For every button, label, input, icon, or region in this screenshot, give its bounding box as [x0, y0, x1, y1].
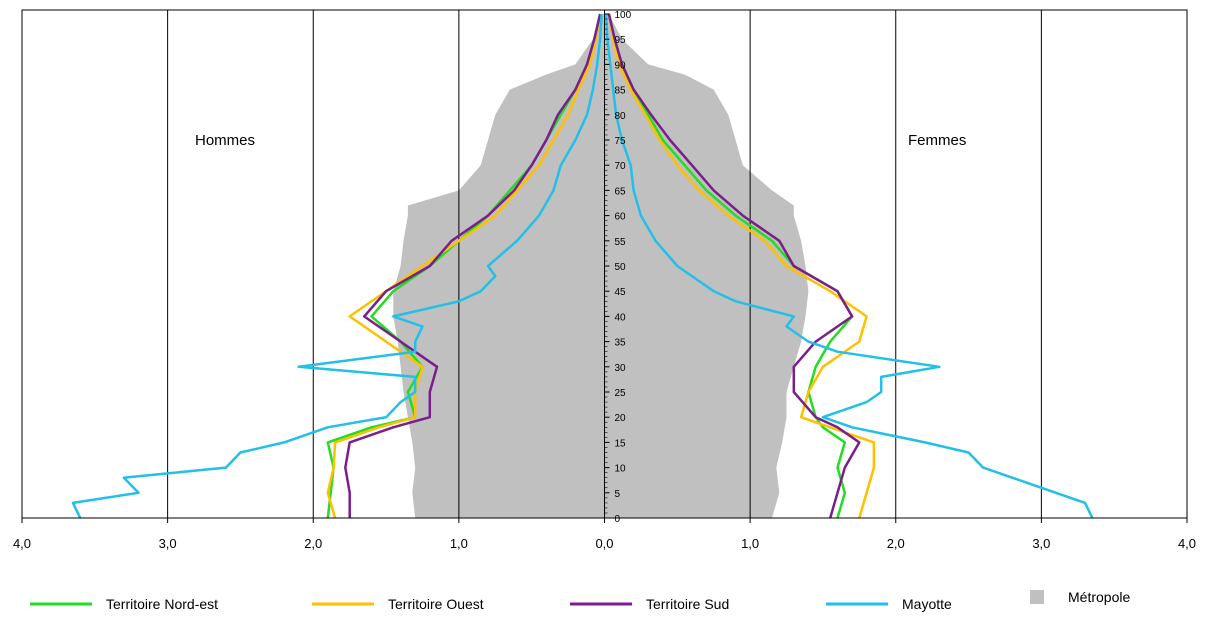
age-tick-label: 90	[615, 60, 627, 71]
legend-item-metropole: Métropole	[1030, 589, 1130, 605]
age-tick-label: 5	[615, 489, 621, 500]
age-tick-label: 45	[615, 287, 627, 298]
x-tick-label: 2,0	[304, 536, 322, 551]
age-tick-label: 25	[615, 388, 627, 399]
x-tick-label: 2,0	[887, 536, 905, 551]
side-label-hommes: Hommes	[195, 132, 255, 149]
series-line-mayotte-femmes	[604, 13, 1094, 519]
age-tick-label: 100	[615, 10, 632, 21]
legend-label: Mayotte	[902, 596, 952, 612]
grid-layer	[167, 10, 1042, 518]
age-tick-label: 60	[615, 212, 627, 223]
x-tick-label: 0,0	[595, 536, 613, 551]
x-tick-label: 1,0	[450, 536, 468, 551]
series-area-metropole	[393, 14, 809, 518]
legend-label: Territoire Nord-est	[106, 596, 218, 612]
age-tick-label: 20	[615, 413, 627, 424]
axis-layer: 0 5 10 15 20 25 30 35 40 45 50 55 60 65 70 75 80 85 90 95 10…	[13, 9, 1196, 551]
age-tick-label: 80	[615, 111, 627, 122]
age-tick-label: 50	[615, 262, 627, 273]
side-label-femmes: Femmes	[908, 132, 966, 149]
x-tick-label: 4,0	[1178, 536, 1196, 551]
line-layer	[71, 13, 1094, 519]
legend-label: Territoire Sud	[646, 596, 729, 612]
legend-label: Métropole	[1068, 589, 1130, 605]
x-tick-label: 3,0	[1032, 536, 1050, 551]
series-line-mayotte-hommes	[71, 13, 603, 519]
area-layer	[393, 14, 809, 518]
legend-item-territoire-nord-est: Territoire Nord-est	[30, 596, 218, 612]
age-tick-label: 55	[615, 237, 627, 248]
x-tick-label: 4,0	[13, 536, 31, 551]
legend-item-mayotte: Mayotte	[826, 596, 952, 612]
series-line-territoire-ouest-femmes	[607, 13, 876, 519]
x-tick-label: 3,0	[159, 536, 177, 551]
x-tick-label: 1,0	[741, 536, 759, 551]
age-tick-label: 40	[615, 312, 627, 323]
age-tick-label: 15	[615, 438, 627, 449]
legend-item-territoire-ouest: Territoire Ouest	[312, 596, 484, 612]
age-tick-label: 75	[615, 136, 627, 147]
series-line-territoire-sud-femmes	[607, 13, 861, 519]
legend-item-territoire-sud: Territoire Sud	[570, 596, 729, 612]
legend-swatch	[1030, 590, 1044, 604]
legend-label: Territoire Ouest	[388, 596, 484, 612]
age-tick-label: 85	[615, 86, 627, 97]
series-line-territoire-sud-hommes	[344, 13, 602, 518]
age-tick-label: 65	[615, 186, 627, 197]
age-tick-label: 70	[615, 161, 627, 172]
age-tick-label: 95	[615, 35, 627, 46]
age-tick-label: 35	[615, 338, 627, 349]
series-line-territoire-ouest-hommes	[326, 13, 602, 519]
age-tick-label: 10	[615, 464, 627, 475]
legend: Territoire Nord-est Territoire Ouest Terri…	[30, 589, 1130, 612]
age-tick-label: 0	[615, 514, 621, 525]
age-tick-label: 30	[615, 363, 627, 374]
